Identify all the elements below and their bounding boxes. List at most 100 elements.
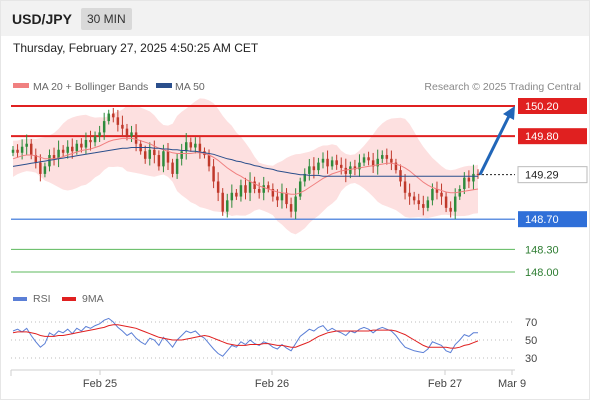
candle [376,149,379,175]
candle [171,158,174,178]
legend-rsi-swatch [13,297,27,301]
x-tick-label: Feb 26 [255,378,289,390]
candle [280,183,284,209]
candle [16,144,19,158]
candle [25,134,28,156]
bollinger-band-area [13,98,478,235]
rsi-line [12,317,478,357]
candle [175,153,179,179]
candle [289,197,293,218]
candle [308,158,311,181]
target-label-148-00: 148.00 [525,267,559,279]
candle [184,133,188,160]
candle [426,196,430,212]
legend-rsi-label: RSI [33,293,51,305]
candle [381,150,384,164]
candle [89,130,92,151]
candle [262,176,265,201]
candle [84,132,88,155]
forecast-arrow-head [503,106,515,120]
resistance-label-bg-149-80 [518,128,587,145]
current-price-label-bg [517,166,588,184]
candle [444,191,448,213]
candle [435,181,439,200]
candle [403,174,407,200]
candle [52,147,56,166]
candle [303,168,307,187]
candle [394,158,398,174]
candle [153,140,156,164]
x-tick-label: Feb 25 [83,378,117,390]
rsi-tick-30: 30 [525,353,537,365]
resistance-label-bg-150-20 [518,98,587,114]
ma20-line [12,137,479,195]
candle [239,179,243,202]
candle [43,162,47,178]
candle [66,140,69,159]
candle [422,195,425,216]
forecast-arrow-shaft [478,113,512,176]
candle [125,123,129,141]
candle [298,177,302,200]
candle [198,135,202,159]
x-tick-label: Mar 9 [498,378,526,390]
candle [230,184,234,208]
candle [339,157,343,175]
candle [458,185,462,200]
candle [257,182,261,199]
legend-ma20-swatch [13,83,29,88]
legend-ma50-swatch [156,83,172,88]
candle [330,156,334,170]
support-label-bg-148-70 [518,211,587,228]
ma50-line [12,147,478,177]
candle [317,157,320,175]
candle [157,150,161,171]
timestamp: Thursday, February 27, 2025 4:50:25 AM C… [13,41,259,55]
x-tick-label: Feb 27 [428,378,462,390]
resistance-label-150-20: 150.20 [525,101,559,113]
candle [271,183,275,202]
legend-9ma-swatch [62,297,76,301]
candle [121,115,124,137]
candle [112,107,115,123]
candle [166,142,170,171]
candle [57,140,60,168]
candle [107,109,110,125]
candle [449,201,452,218]
candle [371,152,375,174]
rsi-ma-line [12,324,479,349]
target-label-148-30: 148.30 [525,244,559,256]
candle [440,183,443,205]
candle [467,170,471,189]
candle [189,137,193,152]
resistance-label-149-80: 149.80 [525,131,559,143]
candle [385,148,389,165]
candle [143,145,147,164]
candle [212,158,215,189]
candle [417,193,420,210]
candle [244,177,247,200]
candle [226,193,229,218]
candle [362,153,366,166]
candle [221,188,224,216]
legend-ma50-label: MA 50 [175,81,205,93]
candle [294,188,297,220]
candle [235,189,238,200]
candle [93,131,97,147]
timeframe-badge[interactable]: 30 MIN [81,8,132,30]
current-price-label: 149.29 [525,170,559,182]
candle [285,188,288,209]
candle [194,137,197,154]
candle [476,169,480,179]
pair-title: USD/JPY [12,11,72,27]
candle [453,188,457,220]
credit-text: Research © 2025 Trading Central [424,81,581,93]
candle [39,154,42,182]
candle [312,157,316,179]
candle [29,139,33,160]
candle [116,109,120,132]
candle [130,125,133,143]
candle [61,145,65,157]
candle [326,150,329,174]
